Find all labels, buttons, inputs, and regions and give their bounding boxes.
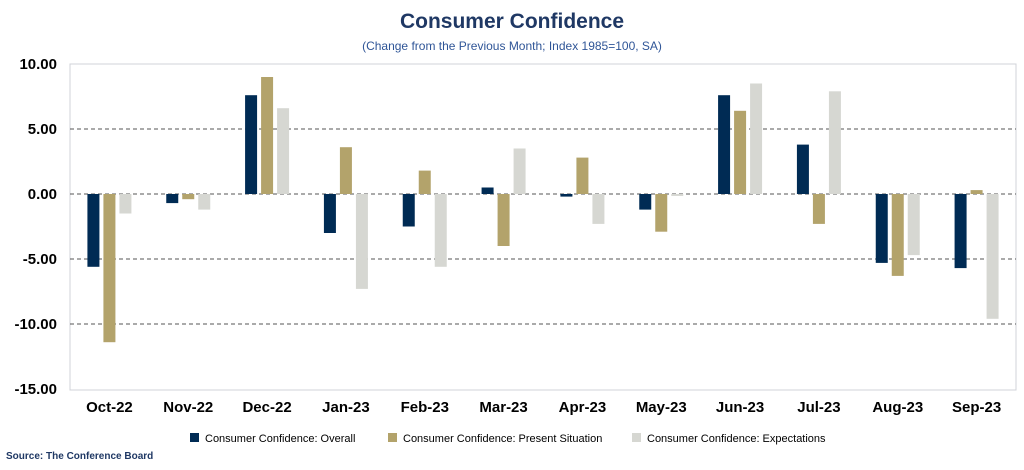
x-tick-label: Feb-23 xyxy=(401,399,449,416)
x-tick-label: Jun-23 xyxy=(716,399,764,416)
x-tick-label: Apr-23 xyxy=(559,399,607,416)
bar-present-situation xyxy=(497,194,510,246)
bar-expectations xyxy=(592,194,605,224)
y-tick-label: 5.00 xyxy=(28,121,57,138)
legend-label: Consumer Confidence: Overall xyxy=(205,433,355,445)
bar-expectations xyxy=(671,194,684,196)
x-tick-label: Jan-23 xyxy=(322,399,370,416)
x-tick-label: Mar-23 xyxy=(479,399,527,416)
x-tick-label: Dec-22 xyxy=(242,399,291,416)
bar-expectations xyxy=(907,194,920,256)
legend-item: Consumer Confidence: Expectations xyxy=(632,433,826,445)
legend-swatch xyxy=(388,433,397,442)
x-tick-label: Nov-22 xyxy=(163,399,213,416)
bar-present-situation xyxy=(103,194,116,343)
legend-swatch xyxy=(190,433,199,442)
bar-present-situation xyxy=(970,190,983,194)
bar-present-situation xyxy=(339,147,352,194)
legend-label: Consumer Confidence: Present Situation xyxy=(403,433,602,445)
y-tick-label: -15.00 xyxy=(14,381,57,398)
y-tick-label: 0.00 xyxy=(28,186,57,203)
legend-label: Consumer Confidence: Expectations xyxy=(647,433,826,445)
bar-overall xyxy=(481,187,494,194)
bar-overall xyxy=(166,194,179,204)
bar-overall xyxy=(796,144,809,194)
bar-present-situation xyxy=(891,194,904,276)
bar-expectations xyxy=(513,148,526,194)
x-tick-label: Aug-23 xyxy=(872,399,923,416)
bar-expectations xyxy=(277,108,290,194)
bar-present-situation xyxy=(734,110,747,194)
y-tick-label: -5.00 xyxy=(23,251,57,268)
bar-expectations xyxy=(750,83,763,194)
bar-present-situation xyxy=(418,170,431,194)
legend-item: Consumer Confidence: Present Situation xyxy=(388,433,602,445)
x-tick-label: Sep-23 xyxy=(952,399,1001,416)
bar-overall xyxy=(639,194,652,210)
bar-present-situation xyxy=(812,194,825,224)
chart-title: Consumer Confidence xyxy=(400,10,624,33)
bar-overall xyxy=(718,95,731,194)
bar-overall xyxy=(245,95,258,194)
bar-overall xyxy=(875,194,888,263)
bar-overall xyxy=(560,194,573,197)
bar-expectations xyxy=(119,194,132,214)
y-tick-label: -10.00 xyxy=(14,316,57,333)
x-tick-label: Oct-22 xyxy=(86,399,133,416)
legend-item: Consumer Confidence: Overall xyxy=(190,433,355,445)
bar-expectations xyxy=(355,194,368,289)
bar-present-situation xyxy=(182,194,195,200)
bar-expectations xyxy=(828,91,841,194)
source-note: Source: The Conference Board xyxy=(6,451,153,462)
chart-subtitle: (Change from the Previous Month; Index 1… xyxy=(362,39,662,53)
bar-overall xyxy=(402,194,415,227)
bar-present-situation xyxy=(261,77,274,194)
bar-overall xyxy=(323,194,336,233)
y-tick-label: 10.00 xyxy=(19,56,57,73)
bar-present-situation xyxy=(576,157,589,194)
legend-swatch xyxy=(632,433,641,442)
x-tick-label: May-23 xyxy=(636,399,687,416)
x-tick-label: Jul-23 xyxy=(797,399,840,416)
bar-overall xyxy=(87,194,100,267)
bar-expectations xyxy=(198,194,211,210)
bar-present-situation xyxy=(655,194,668,232)
bar-expectations xyxy=(434,194,447,267)
bar-expectations xyxy=(986,194,999,319)
plot-area-border xyxy=(69,63,1017,391)
bar-overall xyxy=(954,194,967,269)
